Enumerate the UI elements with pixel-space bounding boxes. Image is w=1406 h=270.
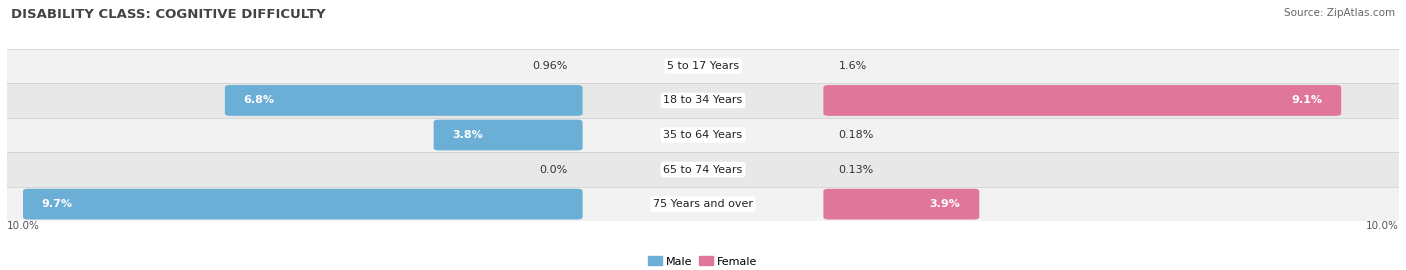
Text: 75 Years and over: 75 Years and over: [652, 199, 754, 209]
FancyBboxPatch shape: [433, 120, 582, 150]
Bar: [7, 118, 1399, 152]
FancyBboxPatch shape: [22, 189, 582, 220]
Text: 10.0%: 10.0%: [7, 221, 39, 231]
Text: 10.0%: 10.0%: [1367, 221, 1399, 231]
Text: 1.6%: 1.6%: [839, 61, 868, 71]
Text: 6.8%: 6.8%: [243, 95, 274, 106]
Bar: [7, 152, 1399, 187]
Text: 9.1%: 9.1%: [1292, 95, 1323, 106]
Text: 5 to 17 Years: 5 to 17 Years: [666, 61, 740, 71]
Text: 0.13%: 0.13%: [839, 164, 875, 175]
Bar: [7, 187, 1399, 221]
Text: 18 to 34 Years: 18 to 34 Years: [664, 95, 742, 106]
Text: Source: ZipAtlas.com: Source: ZipAtlas.com: [1284, 8, 1395, 18]
Bar: [7, 49, 1399, 83]
Text: 3.8%: 3.8%: [453, 130, 484, 140]
Text: 9.7%: 9.7%: [42, 199, 73, 209]
FancyBboxPatch shape: [824, 189, 980, 220]
Bar: [7, 83, 1399, 118]
Text: 0.0%: 0.0%: [538, 164, 567, 175]
Text: 65 to 74 Years: 65 to 74 Years: [664, 164, 742, 175]
Legend: Male, Female: Male, Female: [644, 252, 762, 270]
Text: DISABILITY CLASS: COGNITIVE DIFFICULTY: DISABILITY CLASS: COGNITIVE DIFFICULTY: [11, 8, 326, 21]
Text: 3.9%: 3.9%: [929, 199, 960, 209]
Text: 0.96%: 0.96%: [531, 61, 567, 71]
Text: 35 to 64 Years: 35 to 64 Years: [664, 130, 742, 140]
Text: 0.18%: 0.18%: [839, 130, 875, 140]
FancyBboxPatch shape: [824, 85, 1341, 116]
FancyBboxPatch shape: [225, 85, 582, 116]
